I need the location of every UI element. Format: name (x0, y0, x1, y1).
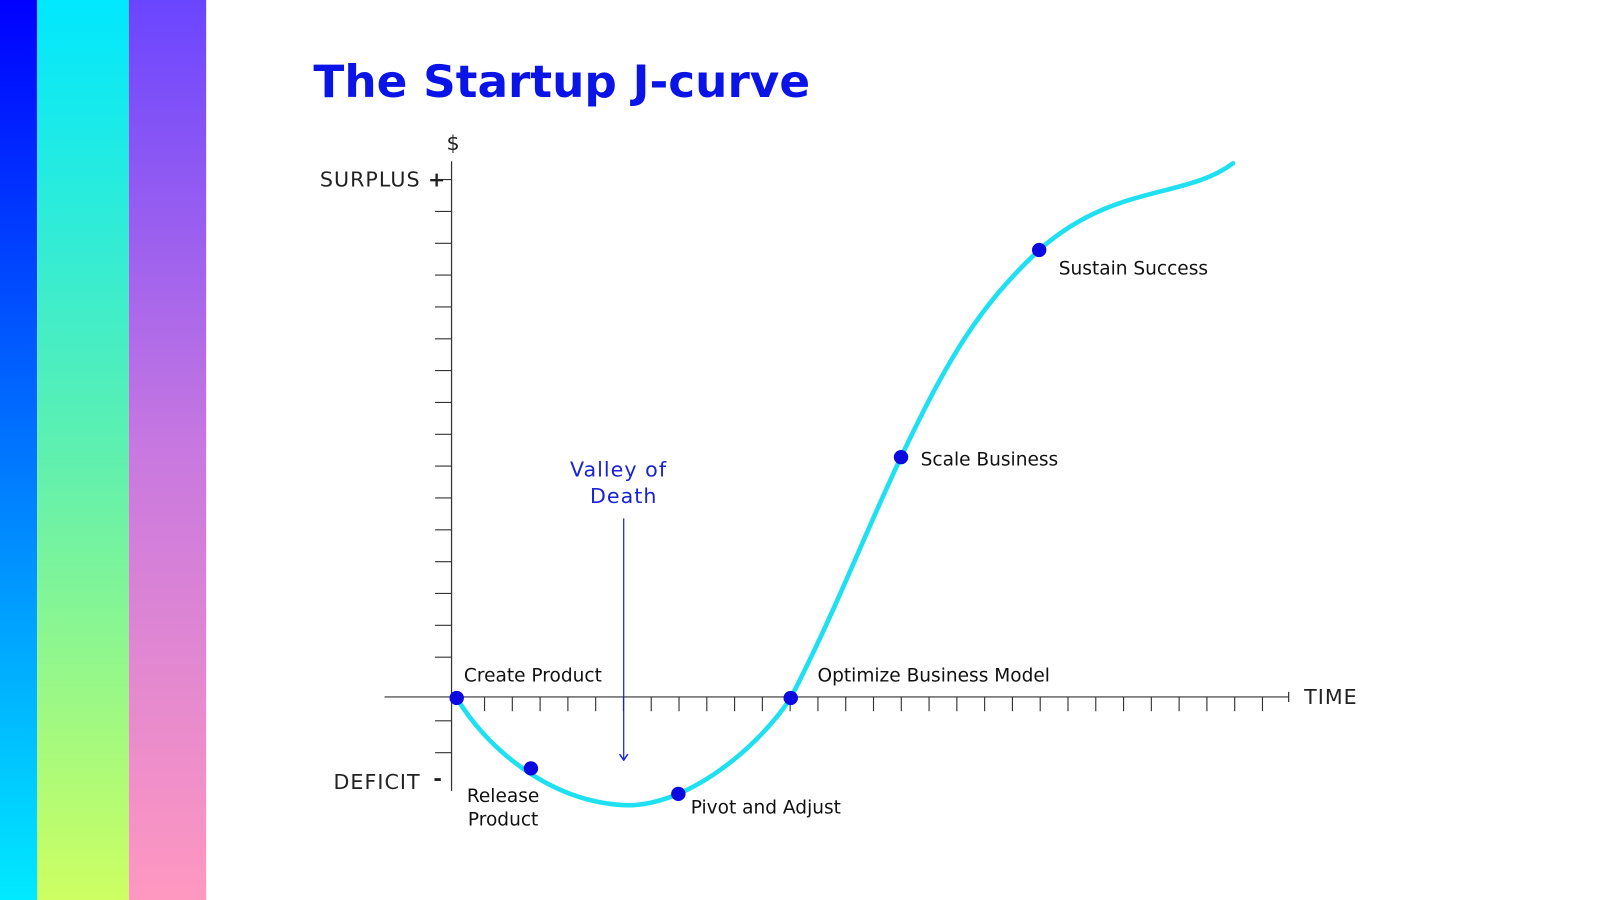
gradient-bar (37, 0, 129, 900)
x-axis-label: TIME (1303, 685, 1358, 709)
annotation: Valley of (570, 458, 667, 482)
plus-sign: + (428, 168, 446, 192)
stage-label: Release (467, 786, 539, 807)
title: The Startup J-curve (313, 55, 810, 108)
surplus-label: SURPLUS (320, 168, 421, 192)
stage-dot (671, 786, 686, 802)
axes (384, 161, 1290, 791)
stage-dot (1031, 242, 1047, 258)
y-axis-label: $ (447, 131, 461, 155)
gradient-bar (128, 0, 207, 900)
ticks (435, 179, 1264, 754)
stage-label: Sustain Success (1059, 259, 1208, 280)
j-curve (454, 160, 1236, 808)
nodes: Create Product Release Product Pivot and Ad… (449, 242, 1208, 831)
annotation: Death (590, 484, 657, 508)
stage-dot (523, 761, 539, 776)
stage-dot (893, 450, 909, 465)
stage-label: Product (468, 810, 538, 831)
stage-dot (449, 690, 464, 706)
stage-dot (783, 690, 798, 706)
stage-label: Optimize Business Model (818, 666, 1050, 687)
minus-sign: - (433, 767, 443, 791)
stage-label: Create Product (464, 666, 602, 687)
stage-label: Scale Business (921, 449, 1059, 470)
stage-label: Pivot and Adjust (691, 797, 841, 818)
deficit-label: DEFICIT (334, 770, 421, 794)
gradient-bar (0, 0, 38, 900)
